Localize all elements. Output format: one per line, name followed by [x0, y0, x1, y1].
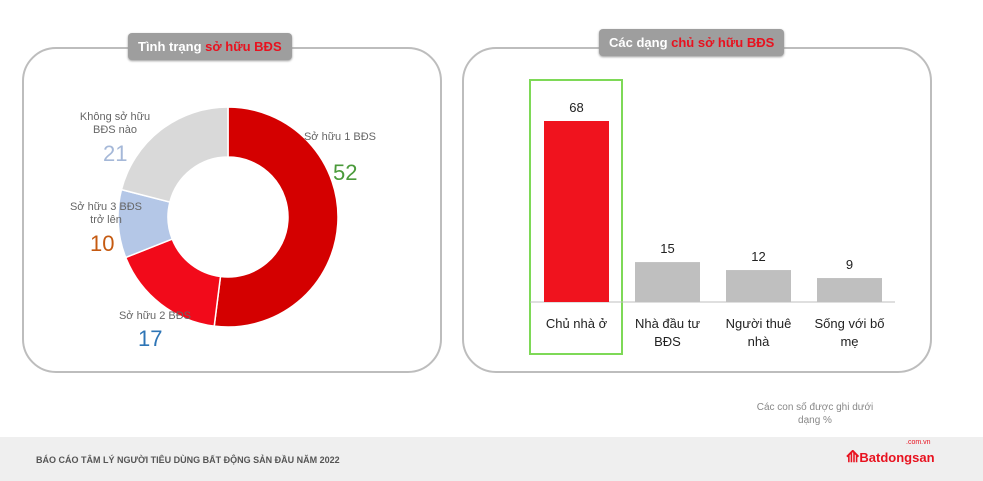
- donut-label-1: Sở hữu 1 BĐS: [303, 131, 377, 143]
- donut-label-4: Không sở hữu BĐS nào: [79, 111, 151, 136]
- donut-label-3: Sở hữu 3 BĐS trở lên: [69, 201, 143, 226]
- donut-value-2: 17: [138, 326, 163, 351]
- bar-category-3: Người thuê nhà: [725, 316, 792, 349]
- bar-2: [635, 262, 700, 302]
- bar-value-2: 15: [660, 241, 674, 256]
- donut-value-3: 10: [90, 231, 115, 256]
- donut-slice-4: [120, 106, 229, 203]
- ownership-status-title: Tình trạng sở hữu BĐS: [128, 33, 292, 60]
- owner-types-panel: [462, 47, 932, 373]
- bar-3: [726, 270, 791, 302]
- report-title: BÁO CÁO TÂM LÝ NGƯỜI TIÊU DÙNG BẤT ĐỘNG …: [36, 455, 340, 465]
- bar-value-4: 9: [846, 257, 853, 272]
- footer: BÁO CÁO TÂM LÝ NGƯỜI TIÊU DÙNG BẤT ĐỘNG …: [0, 437, 983, 481]
- bar-category-4: Sống với bố mẹ: [814, 316, 885, 349]
- bar-category-1: Chủ nhà ở: [545, 316, 608, 331]
- highlight-box: [529, 79, 623, 355]
- batdongsan-logo: ⟰Batdongsan .com.vn: [846, 439, 935, 466]
- bar-1: [544, 121, 609, 302]
- bar-category-2: Nhà đầu tư BĐS: [634, 316, 701, 349]
- bar-value-3: 12: [751, 249, 765, 264]
- donut-value-1: 52: [333, 160, 358, 185]
- donut-label-2: Sở hữu 2 BĐS: [118, 310, 192, 322]
- bar-value-1: 68: [569, 100, 583, 115]
- donut-slice-1: [213, 106, 339, 328]
- bar-4: [817, 278, 882, 302]
- owner-types-title: Các dạng chủ sở hữu BĐS: [599, 29, 785, 56]
- units-note: Các con số được ghi dưới dạng %: [756, 402, 874, 426]
- donut-value-4: 21: [103, 141, 128, 166]
